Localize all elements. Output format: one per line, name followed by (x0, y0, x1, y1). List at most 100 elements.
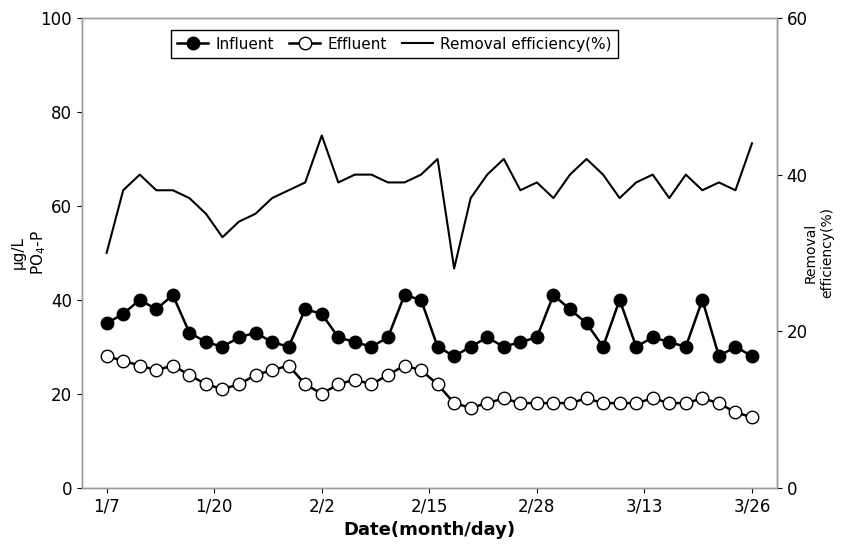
Removal efficiency(%) (316, 132, 327, 139)
Influent (729, 343, 739, 350)
Removal efficiency(%) (217, 234, 227, 240)
Removal efficiency(%) (614, 195, 624, 201)
Removal efficiency(%) (151, 187, 161, 194)
Influent (349, 339, 360, 345)
Effluent (316, 390, 327, 397)
Effluent (696, 395, 706, 402)
Influent (746, 353, 756, 360)
Effluent (680, 400, 690, 406)
Removal efficiency(%) (415, 171, 425, 178)
Line: Removal efficiency(%): Removal efficiency(%) (106, 135, 751, 268)
Removal efficiency(%) (184, 195, 194, 201)
Removal efficiency(%) (696, 187, 706, 194)
Influent (101, 320, 111, 327)
Effluent (184, 372, 194, 378)
Effluent (614, 400, 624, 406)
Influent (498, 343, 508, 350)
Effluent (581, 395, 591, 402)
Influent (300, 306, 310, 312)
Removal efficiency(%) (515, 187, 525, 194)
Effluent (284, 362, 294, 369)
Influent (134, 296, 144, 303)
Removal efficiency(%) (746, 140, 756, 147)
Effluent (399, 362, 409, 369)
Influent (598, 343, 608, 350)
Effluent (234, 381, 244, 388)
Removal efficiency(%) (349, 171, 360, 178)
Influent (399, 292, 409, 299)
Influent (482, 334, 492, 340)
X-axis label: Date(month/day): Date(month/day) (343, 521, 515, 539)
Removal efficiency(%) (250, 211, 260, 217)
Line: Effluent: Effluent (100, 350, 757, 424)
Removal efficiency(%) (267, 195, 277, 201)
Effluent (498, 395, 508, 402)
Removal efficiency(%) (284, 187, 294, 194)
Effluent (300, 381, 310, 388)
Effluent (415, 367, 425, 373)
Removal efficiency(%) (134, 171, 144, 178)
Effluent (382, 372, 392, 378)
Influent (581, 320, 591, 327)
Effluent (448, 400, 458, 406)
Effluent (432, 381, 442, 388)
Removal efficiency(%) (647, 171, 657, 178)
Influent (267, 339, 277, 345)
Effluent (151, 367, 161, 373)
Removal efficiency(%) (630, 179, 641, 186)
Influent (465, 343, 475, 350)
Removal efficiency(%) (234, 218, 244, 225)
Removal efficiency(%) (333, 179, 343, 186)
Removal efficiency(%) (399, 179, 409, 186)
Influent (515, 339, 525, 345)
Effluent (101, 353, 111, 360)
Removal efficiency(%) (498, 156, 508, 162)
Removal efficiency(%) (118, 187, 128, 194)
Influent (168, 292, 178, 299)
Legend: Influent, Effluent, Removal efficiency(%): Influent, Effluent, Removal efficiency(%… (171, 30, 617, 58)
Influent (713, 353, 723, 360)
Effluent (548, 400, 558, 406)
Effluent (531, 400, 541, 406)
Influent (217, 343, 227, 350)
Influent (201, 339, 211, 345)
Influent (432, 343, 442, 350)
Influent (151, 306, 161, 312)
Removal efficiency(%) (598, 171, 608, 178)
Effluent (201, 381, 211, 388)
Removal efficiency(%) (565, 171, 575, 178)
Effluent (250, 372, 260, 378)
Effluent (713, 400, 723, 406)
Influent (184, 329, 194, 336)
Effluent (118, 358, 128, 364)
Effluent (630, 400, 641, 406)
Removal efficiency(%) (713, 179, 723, 186)
Removal efficiency(%) (101, 250, 111, 256)
Influent (333, 334, 343, 340)
Effluent (465, 404, 475, 411)
Removal efficiency(%) (366, 171, 376, 178)
Influent (448, 353, 458, 360)
Influent (531, 334, 541, 340)
Effluent (663, 400, 674, 406)
Removal efficiency(%) (432, 156, 442, 162)
Influent (630, 343, 641, 350)
Effluent (482, 400, 492, 406)
Removal efficiency(%) (663, 195, 674, 201)
Y-axis label: Removal
efficiency(%): Removal efficiency(%) (803, 207, 833, 298)
Effluent (565, 400, 575, 406)
Influent (663, 339, 674, 345)
Removal efficiency(%) (581, 156, 591, 162)
Removal efficiency(%) (680, 171, 690, 178)
Removal efficiency(%) (201, 211, 211, 217)
Influent (548, 292, 558, 299)
Influent (565, 306, 575, 312)
Effluent (366, 381, 376, 388)
Removal efficiency(%) (448, 265, 458, 272)
Effluent (267, 367, 277, 373)
Influent (382, 334, 392, 340)
Removal efficiency(%) (482, 171, 492, 178)
Effluent (349, 376, 360, 383)
Effluent (333, 381, 343, 388)
Influent (614, 296, 624, 303)
